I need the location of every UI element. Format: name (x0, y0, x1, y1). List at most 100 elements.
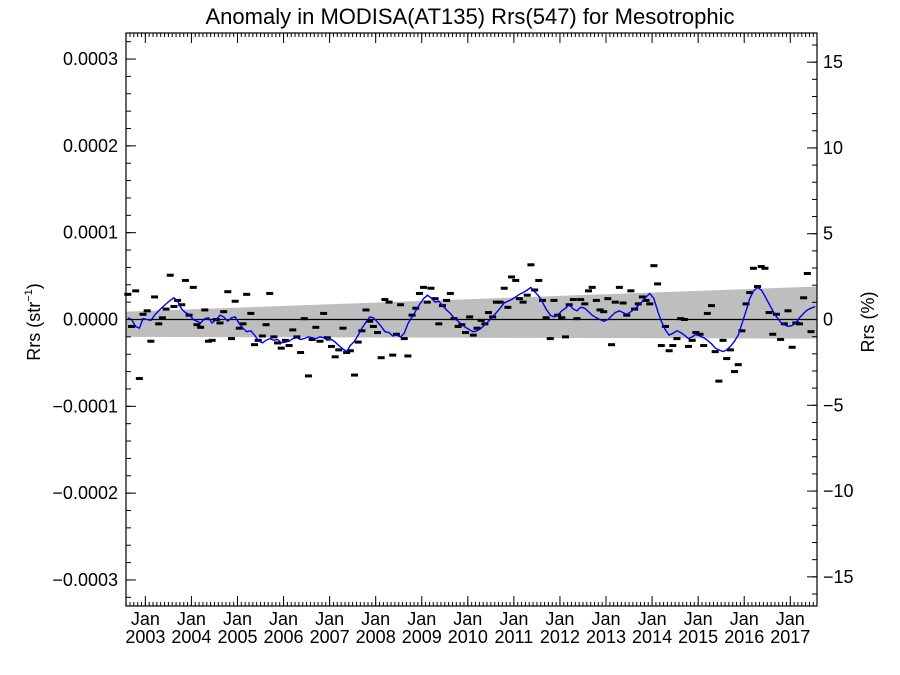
y-axis-left-title-text: Rrs (str (24, 302, 44, 361)
data-point (362, 308, 370, 312)
data-point (680, 318, 688, 321)
data-point (523, 293, 531, 297)
data-point (297, 350, 305, 354)
data-point (415, 291, 423, 295)
data-point (339, 326, 347, 330)
data-point (688, 338, 696, 342)
data-point (604, 297, 612, 301)
data-point (803, 271, 811, 275)
data-point (738, 329, 746, 333)
data-point (696, 332, 704, 336)
data-point (193, 323, 201, 327)
data-point (508, 275, 516, 279)
data-point (343, 350, 351, 354)
data-point (224, 290, 232, 294)
data-point (346, 349, 354, 353)
data-point (585, 289, 593, 293)
data-point (703, 311, 711, 315)
x-tick-label-year: 2004 (171, 627, 211, 647)
data-point (673, 337, 681, 341)
data-point (642, 298, 650, 302)
y-tick-label: −0.0001 (52, 396, 118, 416)
y-tick-label: 0.0003 (63, 49, 118, 69)
data-point (577, 298, 585, 302)
data-point (777, 337, 785, 341)
data-point (335, 348, 343, 352)
x-tick-label-month: Jan (223, 609, 252, 629)
data-point (166, 273, 174, 277)
x-tick-label-year: 2012 (540, 627, 580, 647)
data-point (293, 335, 301, 339)
data-point (608, 343, 616, 347)
data-point (731, 370, 739, 374)
data-point (711, 350, 719, 354)
data-point (231, 299, 239, 303)
data-point (155, 322, 163, 326)
y-tick-label: −0.0002 (52, 483, 118, 503)
data-point (189, 285, 197, 289)
data-point (404, 354, 412, 358)
data-point (715, 379, 723, 383)
data-point (615, 285, 623, 289)
x-tick-label-year: 2015 (678, 627, 718, 647)
data-point (492, 300, 500, 304)
y-axis-left-title-sup: −1 (23, 289, 35, 302)
y-axis-left-title: Rrs (str−1) (23, 283, 44, 361)
data-point (665, 349, 673, 353)
data-point (208, 338, 216, 342)
data-point (247, 311, 255, 315)
data-point (132, 289, 140, 293)
data-point (266, 291, 274, 295)
data-point (124, 292, 132, 296)
data-point (285, 344, 293, 348)
x-tick-label-month: Jan (361, 609, 390, 629)
data-point (281, 338, 289, 342)
x-tick-label-month: Jan (315, 609, 344, 629)
data-point (377, 356, 385, 360)
data-point (320, 311, 328, 315)
y-tick-label: 0.0001 (63, 223, 118, 243)
x-tick-label-year: 2003 (125, 627, 165, 647)
data-point (769, 332, 777, 336)
data-point (423, 300, 431, 304)
data-point (623, 313, 631, 317)
data-point (646, 302, 654, 306)
data-point (700, 344, 708, 348)
data-point (243, 292, 251, 296)
data-point (316, 339, 324, 343)
data-point (719, 338, 727, 342)
data-point (542, 316, 550, 320)
data-point (527, 263, 535, 267)
y2-tick-label: −15 (823, 567, 854, 587)
x-tick-label-year: 2017 (770, 627, 810, 647)
data-point (331, 355, 339, 359)
x-tick-label-year: 2010 (448, 627, 488, 647)
data-point (197, 325, 205, 329)
data-point (669, 344, 677, 348)
x-tick-label-year: 2016 (724, 627, 764, 647)
y-axis-right-title: Rrs (%) (858, 292, 878, 353)
data-point (312, 325, 320, 329)
data-point (354, 340, 362, 344)
data-point (746, 291, 754, 295)
data-point (350, 373, 358, 377)
data-point (761, 266, 769, 270)
data-point (772, 312, 780, 316)
data-point (408, 313, 416, 317)
data-point (550, 298, 558, 302)
data-point (427, 286, 435, 290)
data-point (308, 337, 316, 341)
data-point (788, 345, 796, 349)
data-point (627, 289, 635, 293)
data-point (466, 315, 474, 319)
data-point (477, 318, 485, 322)
data-point (366, 319, 374, 323)
plot-area: 0.0003 0.0002 0.0001 0.0000 −0.0001 −0.0002 −0… (52, 32, 854, 647)
data-point (277, 346, 285, 350)
y-tick-label: 0.0000 (63, 310, 118, 330)
data-point (754, 285, 762, 289)
data-point (181, 278, 189, 282)
data-point (734, 363, 742, 367)
x-tick-label-month: Jan (177, 609, 206, 629)
data-point (204, 339, 212, 343)
